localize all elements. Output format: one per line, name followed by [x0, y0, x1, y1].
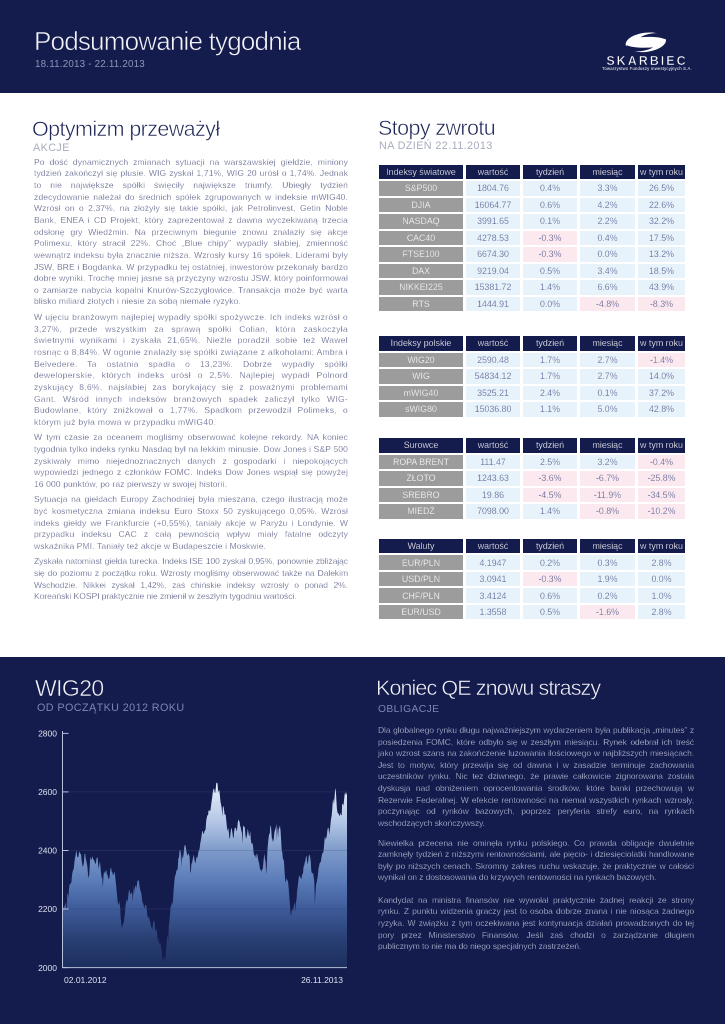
- svg-text:SKARBIEC: SKARBIEC: [606, 54, 687, 68]
- svg-text:2200: 2200: [38, 904, 57, 914]
- svg-text:2600: 2600: [38, 787, 57, 797]
- svg-text:2400: 2400: [38, 846, 57, 856]
- svg-text:2000: 2000: [38, 963, 57, 973]
- svg-text:02.01.2012: 02.01.2012: [64, 975, 107, 985]
- svg-text:26.11.2013: 26.11.2013: [301, 975, 343, 985]
- svg-text:2800: 2800: [38, 729, 57, 739]
- svg-text:Towarzystwo Funduszy Inwestycy: Towarzystwo Funduszy Inwestycyjnych S.A.: [602, 66, 692, 71]
